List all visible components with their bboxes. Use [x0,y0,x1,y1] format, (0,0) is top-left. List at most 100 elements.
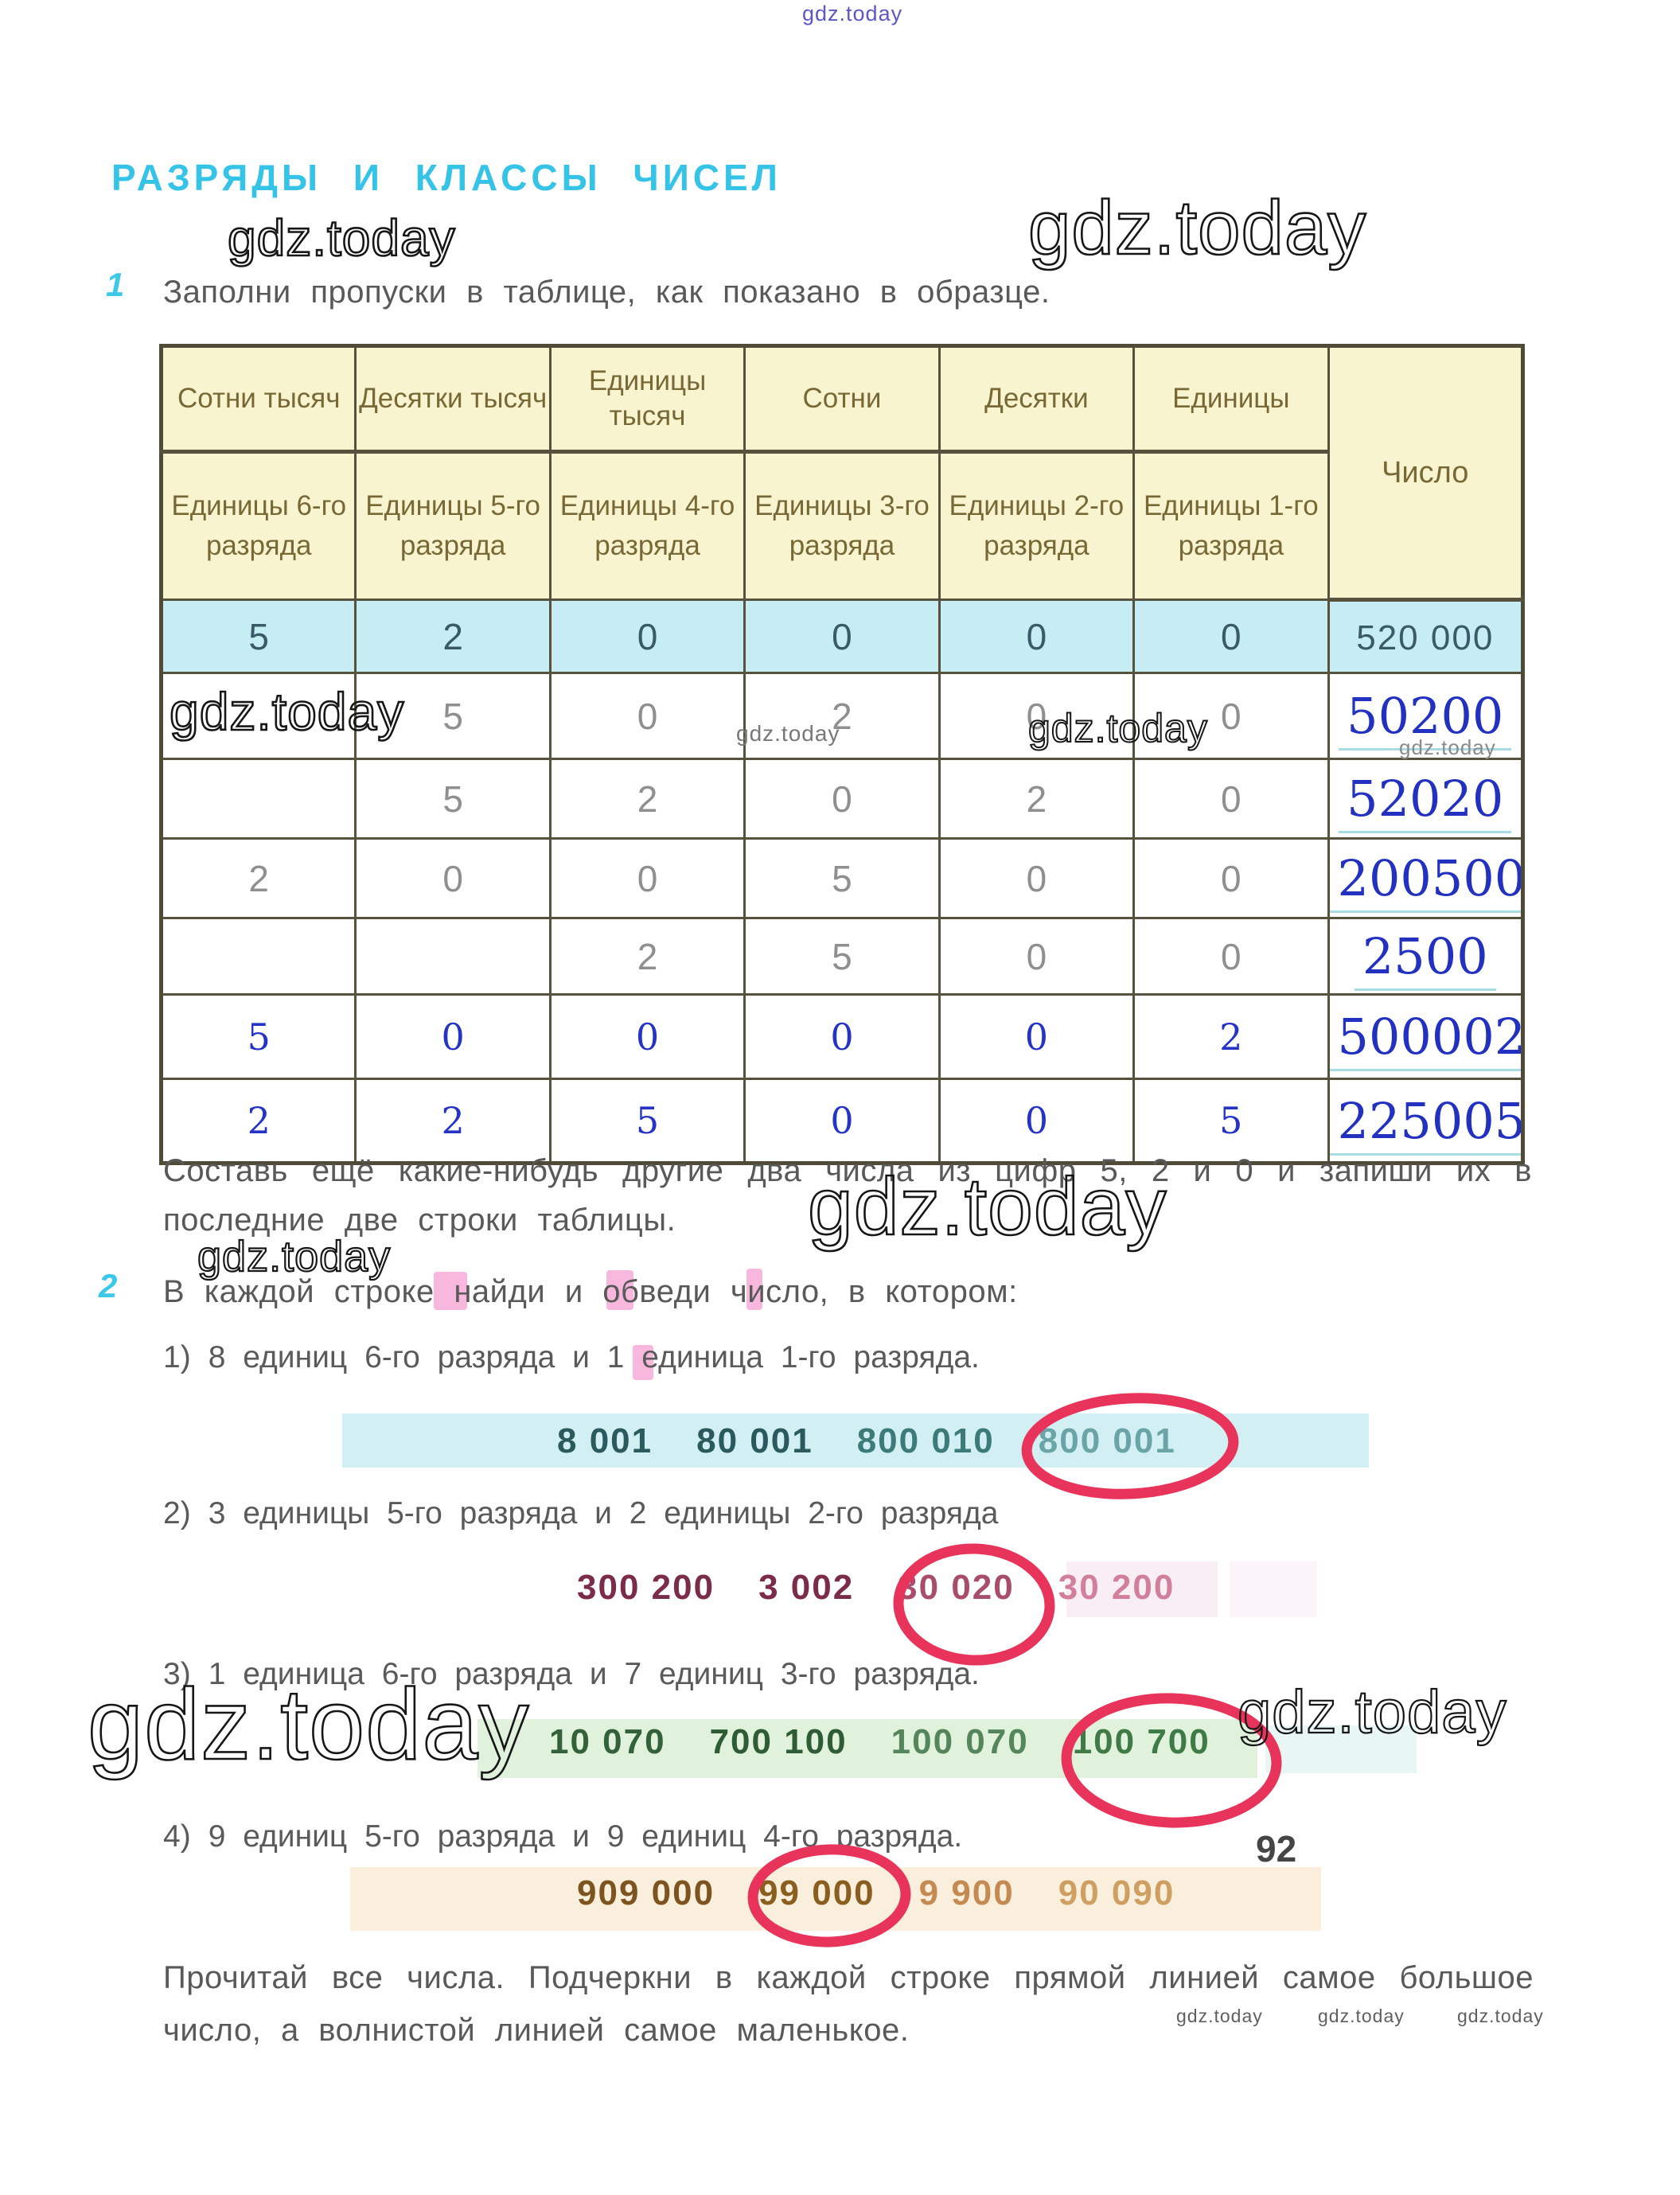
item-text: 1 единица 6-го разряда и 7 единиц 3-го р… [208,1657,980,1691]
number-option: 3 002 [758,1568,855,1607]
table-row: 2 2 5 0 0 5 225005 [159,1078,1525,1164]
number-option: 9 900 [918,1873,1015,1912]
item-label: 3) [163,1657,191,1691]
header-number: Число [1327,345,1525,602]
number-cell: 520 000 [1327,598,1525,674]
number-option: 30 200 [1058,1568,1175,1607]
digit-cell: 0 [1132,672,1330,760]
pink-highlight-mark [633,1345,653,1380]
digit-cell: 2 [354,1078,552,1164]
number-cell: 200500 [1327,837,1525,919]
subheader-6th: Единицы 6-го разряда [159,450,357,601]
number-options-row-2: 300 200 3 002 30 020 30 200 [577,1568,1175,1608]
digit-cell: 0 [354,837,552,919]
number-option: 90 090 [1058,1873,1175,1912]
digit-cell: 2 [159,837,357,919]
number-option: 800 010 [856,1421,995,1460]
digit-cell: 0 [354,993,552,1080]
task2-item-2: 2) 3 единицы 5-го разряда и 2 единицы 2-г… [163,1496,998,1531]
watermark: gdz.today [802,2,903,25]
number-option: 909 000 [577,1873,715,1912]
digit-cell: 0 [937,993,1136,1080]
subheader-4th: Единицы 4-го разряда [548,450,746,601]
digit-cell: 2 [548,917,746,996]
number-option: 99 000 [758,1873,875,1912]
table-row: 2 5 0 0 2500 [159,917,1525,996]
digit-cell: 0 [548,837,746,919]
header-ten-thousands: Десятки тысяч [354,345,552,454]
number-option: 10 070 [549,1722,666,1761]
digit-cell: 0 [1132,598,1330,674]
number-option: 700 100 [709,1722,848,1761]
highlight-band [1230,1561,1317,1617]
header-hundreds: Сотни [743,345,941,454]
item-text: 8 единиц 6-го разряда и 1 единица 1-го р… [208,1340,980,1374]
subheader-1st: Единицы 1-го разряда [1132,450,1330,601]
digit-cell: 0 [743,598,941,674]
digit-cell [159,672,357,760]
circle-annotation [1061,1693,1282,1828]
number-option: 100 070 [891,1722,1029,1761]
header-tens: Десятки [937,345,1136,454]
digit-cell: 0 [937,1078,1136,1164]
item-text: 3 единицы 5-го разряда и 2 единицы 2-го … [208,1496,999,1530]
digit-cell: 0 [1132,837,1330,919]
digit-cell: 0 [937,837,1136,919]
digit-cell: 5 [354,758,552,840]
circle-annotation [893,1543,1055,1666]
item-label: 1) [163,1340,191,1374]
digit-cell: 5 [1132,1078,1330,1164]
task2-closing-text: Прочитай все числа. Подчеркни в каждой с… [163,1960,1534,2048]
table-row: 5 0 2 0 0 50200 [159,672,1525,760]
pink-highlight-mark [746,1269,762,1310]
header-hundred-thousands: Сотни тысяч [159,345,357,454]
digit-cell: 0 [937,598,1136,674]
task2-item-1: 1) 8 единиц 6-го разряда и 1 единица 1-го… [163,1340,980,1375]
digit-cell: 0 [743,1078,941,1164]
digit-cell: 0 [743,758,941,840]
pink-highlight-mark [434,1272,467,1310]
highlight-band [1066,1561,1218,1617]
digit-cell: 0 [548,598,746,674]
highlight-band [350,1867,1321,1931]
digit-cell: 2 [743,672,941,760]
number-options-row-4: 909 000 99 000 9 900 90 090 [577,1873,1175,1913]
highlight-band [477,1719,1257,1778]
digit-cell: 0 [548,993,746,1080]
subheader-3rd: Единицы 3-го разряда [743,450,941,601]
digit-cell: 2 [1132,993,1330,1080]
digit-cell: 0 [743,993,941,1080]
table-row: 5 2 0 0 0 0 520 000 [159,598,1525,674]
item-label: 2) [163,1496,191,1530]
highlight-band [342,1413,1369,1468]
number-option: 30 020 [898,1568,1015,1607]
circle-annotation [747,1844,911,1947]
table-row: 5 2 0 2 0 52020 [159,758,1525,840]
number-cell: 225005 [1327,1078,1525,1164]
number-cell: 2500 [1327,917,1525,996]
task1-followup-text: Составь ещё какие-нибудь другие два числ… [163,1153,1532,1238]
digit-cell: 5 [548,1078,746,1164]
digit-cell: 2 [548,758,746,840]
watermark: gdz.today [227,209,456,268]
header-thousands: Единицы тысяч [548,345,746,454]
subheader-5th: Единицы 5-го разряда [354,450,552,601]
number-cell: 50200 [1327,672,1525,760]
task1-text: Заполни пропуски в таблице, как показано… [163,275,1050,310]
task2-item-3: 3) 1 единица 6-го разряда и 7 единиц 3-го… [163,1657,980,1692]
digit-cell: 2 [937,758,1136,840]
number-cell: 500002 [1327,993,1525,1080]
number-options-row-1: 8 001 80 001 800 010 800 001 [557,1421,1176,1461]
digit-cell: 5 [159,993,357,1080]
digit-cell: 2 [159,1078,357,1164]
table-subheader-row: Единицы 6-го разряда Единицы 5-го разряд… [159,450,1523,601]
digit-cell [159,917,357,996]
digit-cell: 2 [354,598,552,674]
number-cell: 52020 [1327,758,1525,840]
digit-cell: 5 [159,598,357,674]
page-title: РАЗРЯДЫ И КЛАССЫ ЧИСЕЛ [111,157,782,198]
number-option: 80 001 [696,1421,813,1460]
table-row: 5 0 0 0 0 2 500002 [159,993,1525,1080]
digit-cell: 0 [548,672,746,760]
